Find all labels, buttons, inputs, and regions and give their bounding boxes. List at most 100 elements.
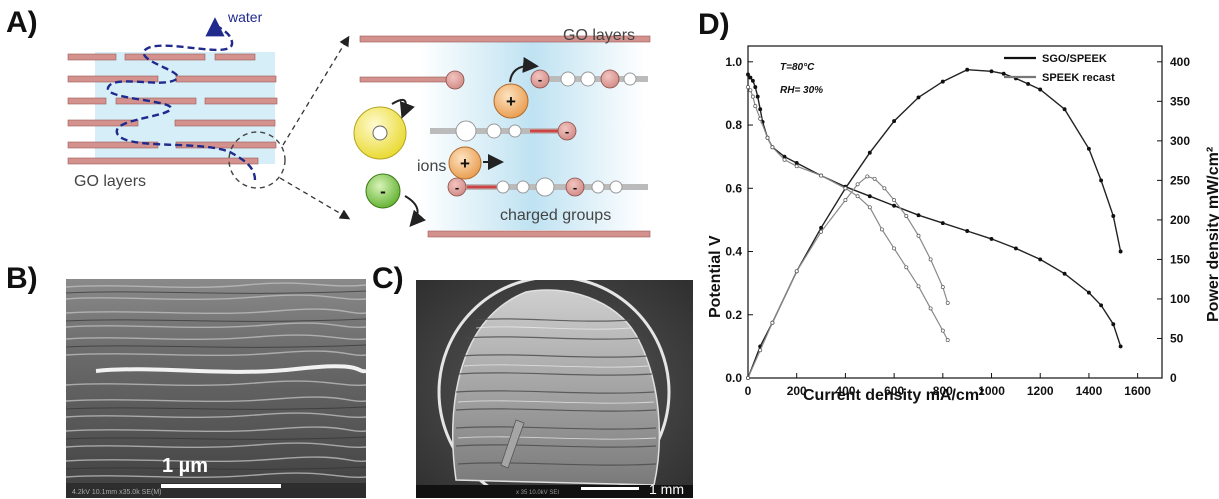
data-point	[940, 328, 945, 333]
data-point	[1111, 322, 1116, 327]
data-point	[1099, 303, 1104, 308]
data-point	[758, 348, 763, 353]
data-point	[940, 221, 945, 226]
minus-sign: -	[455, 180, 459, 195]
ion-orange-positive	[493, 83, 529, 119]
atom	[560, 71, 576, 87]
data-point	[1062, 271, 1067, 276]
x-tick-label: 200	[787, 384, 807, 398]
atom	[580, 71, 596, 87]
data-point	[882, 186, 887, 191]
y-tick-label: 0.2	[725, 308, 742, 322]
sem-texture: x 35 10.0kV SEI	[416, 280, 693, 498]
annotation-humidity: RH= 30%	[780, 85, 823, 96]
data-point	[1026, 81, 1031, 86]
ions-label: ions	[417, 158, 446, 175]
data-point	[1013, 246, 1018, 251]
data-point	[758, 107, 763, 112]
data-point	[746, 376, 750, 380]
panel-a-schematic: water GO layers GO layers - - - - + + - …	[67, 9, 651, 238]
data-point	[867, 150, 872, 155]
charged-group	[565, 177, 585, 197]
data-point	[843, 198, 848, 203]
data-point	[965, 229, 970, 233]
charged-group	[530, 69, 550, 89]
x-tick-label: 1200	[1027, 384, 1054, 398]
data-point	[904, 265, 909, 270]
sem-image-membrane: x 35 10.0kV SEI 1 mm	[416, 280, 693, 498]
series-line-speek-recast-polarization	[747, 86, 949, 341]
data-point	[916, 213, 921, 218]
x-axis-label: Current density mA/cm²	[803, 387, 984, 404]
data-point	[765, 135, 770, 140]
water-path	[106, 17, 257, 181]
data-point	[965, 67, 970, 72]
go-layer-stub	[359, 76, 453, 83]
scale-label-c: 1 mm	[649, 481, 684, 497]
scale-label-b: 1 µm	[162, 455, 208, 477]
y-tick-label: 1.0	[725, 55, 742, 69]
x-tick-label: 400	[835, 384, 855, 398]
atom	[455, 120, 477, 142]
data-point	[755, 94, 760, 99]
data-point	[748, 88, 753, 93]
y2-tick-label: 100	[1170, 292, 1190, 306]
data-point	[750, 94, 755, 99]
series-sgo-speek-power	[746, 67, 1123, 380]
data-point	[892, 203, 897, 208]
series-speek-recast-power	[746, 174, 950, 380]
ion-core	[372, 125, 388, 141]
atom	[516, 180, 530, 194]
atom	[623, 72, 637, 86]
data-point	[1038, 87, 1043, 92]
data-point	[1062, 107, 1067, 112]
scale-bar-c	[581, 487, 639, 490]
data-point	[867, 205, 872, 210]
minus-sign: -	[380, 182, 386, 201]
atom	[535, 177, 555, 197]
data-point	[940, 79, 945, 84]
ion-motion-arrow	[391, 98, 415, 119]
series-sgo-speek-polarization	[746, 72, 1123, 349]
x-tick-label: 0	[745, 384, 752, 398]
data-point	[892, 119, 897, 124]
go-layer-bottom	[427, 230, 651, 238]
y-tick-label: 0.8	[725, 118, 742, 132]
sem-texture: 4.2kV 10.1mm x35.0k SE(M)	[66, 279, 366, 498]
sem-metadata-b: 4.2kV 10.1mm x35.0k SE(M)	[72, 489, 161, 496]
legend: SGO/SPEEK SPEEK recast	[1004, 53, 1115, 84]
data-point	[989, 236, 994, 241]
data-point	[794, 269, 799, 274]
data-point	[819, 229, 824, 234]
data-point	[819, 173, 824, 178]
data-point	[770, 145, 775, 150]
y2-tick-label: 200	[1170, 213, 1190, 227]
charged-group	[447, 177, 467, 197]
data-point	[1001, 71, 1006, 76]
data-point	[1013, 76, 1018, 81]
atom	[609, 180, 623, 194]
zoom-arrow-down	[279, 177, 351, 220]
x-tick-label: 1400	[1076, 384, 1103, 398]
data-point	[753, 104, 758, 109]
go-layers-label-left: GO layers	[74, 173, 146, 190]
y2-tick-label: 0	[1170, 371, 1177, 385]
panel-label-b: B)	[6, 262, 38, 295]
ion-motion-arrow	[509, 56, 539, 83]
data-point	[1086, 146, 1091, 151]
data-point	[1118, 249, 1123, 254]
atom	[508, 124, 522, 138]
minus-sign: -	[573, 180, 577, 195]
y2-tick-label: 350	[1170, 94, 1190, 108]
plus-sign: +	[506, 92, 516, 111]
data-point	[1038, 257, 1043, 262]
y2-tick-label: 400	[1170, 55, 1190, 69]
data-point	[843, 184, 848, 189]
data-point	[892, 246, 897, 251]
charged-group	[445, 70, 465, 90]
charged-groups-label: charged groups	[500, 207, 611, 224]
minus-sign: -	[565, 124, 569, 139]
y2-tick-label: 300	[1170, 134, 1190, 148]
data-point	[782, 154, 787, 159]
data-point	[855, 182, 860, 187]
